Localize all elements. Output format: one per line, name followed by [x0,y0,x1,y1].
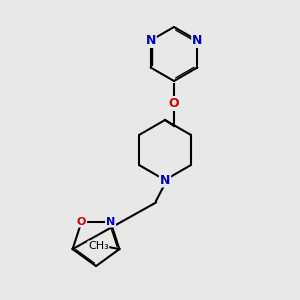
Text: N: N [192,34,203,47]
Text: CH₃: CH₃ [88,241,109,251]
Text: N: N [160,173,170,187]
Text: N: N [106,217,115,226]
Text: O: O [169,97,179,110]
Text: O: O [77,217,86,226]
Text: N: N [146,34,156,47]
